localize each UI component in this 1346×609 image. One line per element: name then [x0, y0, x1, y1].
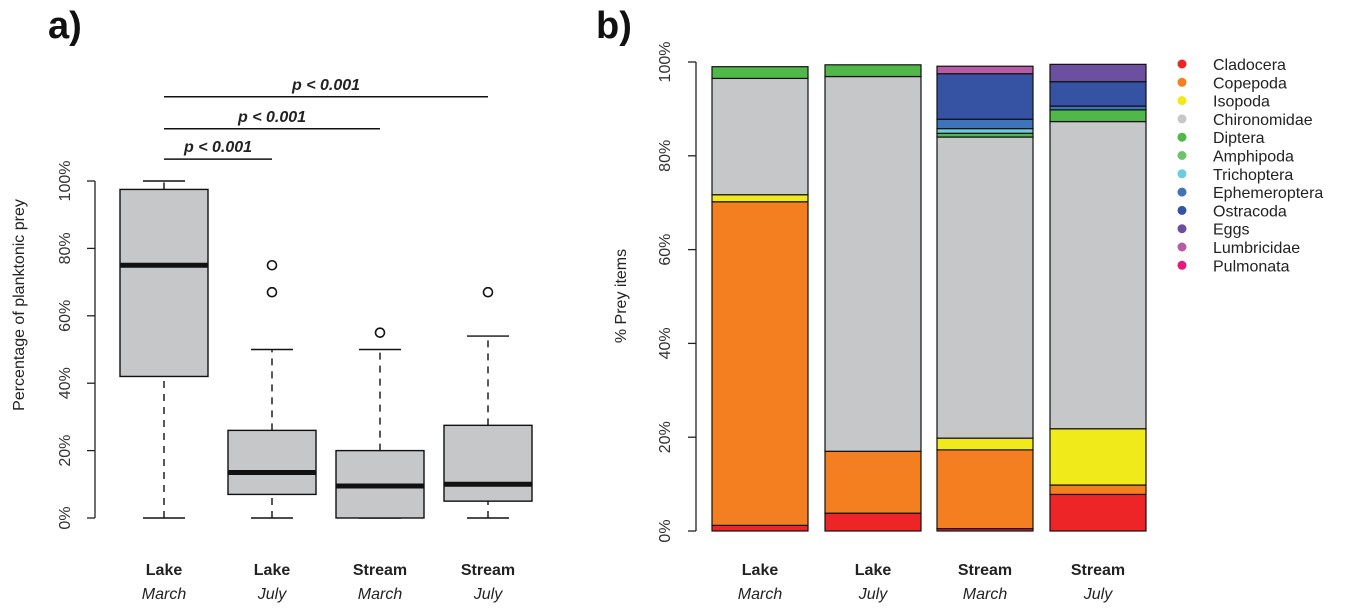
bar-segment	[711, 194, 809, 203]
x-category-sublabel: March	[738, 586, 783, 603]
panel-b-stacked-bar: b) % Prey items 0% 20% 40% 60% 80% 100% Lake Ma…	[596, 5, 1323, 603]
bar-segment	[711, 77, 809, 196]
legend-marker	[1177, 132, 1187, 142]
bar-segment	[1049, 81, 1147, 107]
bar-segment	[1049, 120, 1147, 430]
bar-segment	[936, 127, 1034, 134]
legend-marker	[1177, 151, 1187, 160]
panel-b-y-axis-label: % Prey items	[613, 249, 630, 343]
legend-marker	[1177, 77, 1187, 87]
significance-label: p < 0.001	[291, 77, 360, 94]
panel-a-y-tick-label: 80%	[57, 232, 74, 264]
bar-segment	[936, 73, 1034, 120]
box-iqr	[443, 424, 533, 502]
legend-label: Trichoptera	[1213, 167, 1293, 184]
legend-marker	[1177, 59, 1187, 69]
x-category-label: Lake	[742, 562, 779, 579]
panel-b-y-tick-label: 80%	[657, 140, 674, 172]
box-iqr	[119, 188, 209, 378]
bar-segment	[711, 201, 809, 526]
panel-a-y-tick-label: 0%	[57, 506, 74, 529]
bar-segment	[711, 66, 809, 80]
legend-label: Eggs	[1213, 222, 1249, 239]
bar-segment	[824, 75, 922, 452]
bar-segment	[936, 65, 1034, 75]
outlier-point	[374, 327, 386, 338]
bar-segment	[936, 136, 1034, 439]
legend-label: Copepoda	[1213, 75, 1287, 92]
x-category-sublabel: March	[963, 586, 1008, 603]
x-category-label: Stream	[353, 562, 407, 579]
bar-segment	[824, 450, 922, 514]
panel-b-y-tick-label: 100%	[657, 42, 674, 83]
x-category-sublabel: July	[858, 586, 888, 603]
legend-label: Isopoda	[1213, 94, 1270, 111]
panel-a-y-tick-label: 20%	[57, 435, 74, 467]
panel-b-y-tick-label: 60%	[657, 234, 674, 266]
bar-segment	[936, 449, 1034, 530]
panel-a-boxplot: a) Percentage of planktonic prey 0% 20% 40…	[11, 5, 533, 603]
x-category-sublabel: July	[1083, 586, 1113, 603]
bar-segment	[1049, 484, 1147, 496]
legend-label: Lumbricidae	[1213, 240, 1300, 257]
legend-label: Ephemeroptera	[1213, 185, 1323, 202]
x-category-label: Lake	[146, 562, 183, 579]
legend-marker	[1177, 205, 1187, 215]
legend-marker	[1177, 169, 1187, 179]
panel-a-label: a)	[48, 5, 82, 47]
bar-segment	[1049, 63, 1147, 83]
x-category-sublabel: March	[142, 586, 187, 603]
panel-b-y-tick-label: 20%	[657, 421, 674, 453]
outlier-point	[266, 286, 278, 298]
bar-segment	[936, 118, 1034, 130]
panel-a-y-tick-label: 60%	[57, 300, 74, 332]
x-category-sublabel: July	[257, 586, 287, 603]
panel-b-y-tick-label: 0%	[657, 519, 674, 542]
significance-label: p < 0.001	[237, 109, 306, 126]
panel-a-y-tick-label: 40%	[57, 367, 74, 399]
outlier-point	[482, 286, 494, 298]
bar-segment	[936, 437, 1034, 451]
bar-segment	[1049, 428, 1147, 486]
legend-marker	[1177, 187, 1187, 197]
x-category-sublabel: March	[358, 586, 403, 603]
panel-a-y-axis-label: Percentage of planktonic prey	[11, 199, 28, 411]
x-category-label: Stream	[1071, 562, 1125, 579]
panel-a-y-tick-label: 100%	[57, 161, 74, 202]
bar-segment	[711, 524, 809, 532]
bar-segment	[824, 64, 922, 78]
legend-label: Cladocera	[1213, 57, 1286, 74]
x-category-label: Stream	[461, 562, 515, 579]
legend-label: Amphipoda	[1213, 149, 1294, 166]
outlier-point	[266, 259, 278, 271]
x-category-label: Lake	[254, 562, 291, 579]
legend-marker	[1177, 114, 1187, 124]
bar-segment	[1049, 493, 1147, 532]
panel-b-y-tick-label: 40%	[657, 327, 674, 359]
x-category-label: Stream	[958, 562, 1012, 579]
legend-label: Chironomidae	[1213, 112, 1313, 129]
legend-label: Ostracoda	[1213, 203, 1287, 220]
legend-label: Pulmonata	[1213, 258, 1290, 275]
legend-marker	[1177, 96, 1187, 106]
bar-segment	[824, 512, 922, 532]
x-category-label: Lake	[855, 562, 892, 579]
legend-marker	[1177, 242, 1187, 252]
legend-marker	[1177, 224, 1187, 234]
significance-label: p < 0.001	[183, 139, 252, 156]
panel-b-label: b)	[596, 5, 632, 47]
bar-segment	[1049, 109, 1147, 123]
legend-marker	[1177, 260, 1187, 270]
legend-label: Diptera	[1213, 130, 1265, 147]
x-category-sublabel: July	[473, 586, 503, 603]
box-iqr	[227, 429, 317, 496]
